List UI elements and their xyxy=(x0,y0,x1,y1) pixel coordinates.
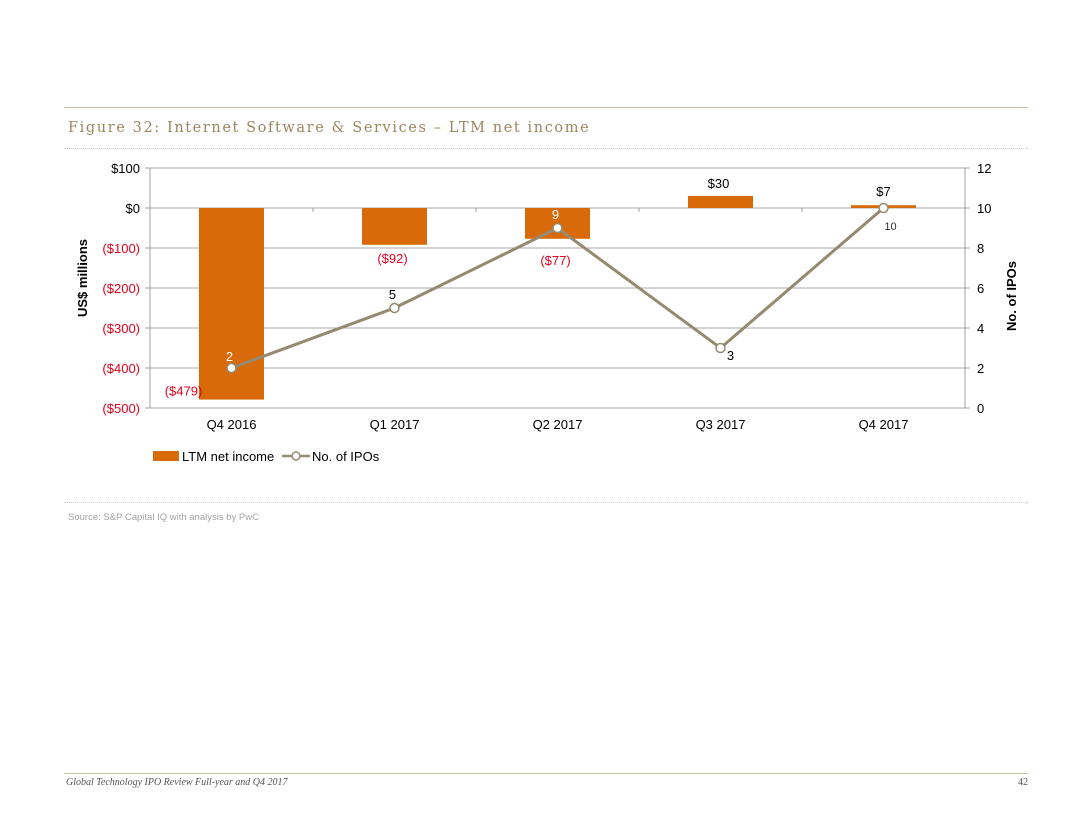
bar-label: ($479) xyxy=(165,384,203,399)
bar-label: ($92) xyxy=(377,251,407,266)
line-label: 10 xyxy=(884,221,896,233)
y2-tick-label: 4 xyxy=(977,321,984,336)
source-divider xyxy=(64,502,1028,503)
y-tick-label: ($100) xyxy=(102,241,140,256)
line-label: 3 xyxy=(727,348,734,363)
page-number: 42 xyxy=(1018,777,1028,788)
gridlines xyxy=(150,167,965,409)
bar-label: ($77) xyxy=(540,253,570,268)
legend-bar-swatch xyxy=(153,451,179,461)
footer-rule xyxy=(64,773,1028,774)
ipo-line xyxy=(226,202,889,374)
x-tick-label: Q4 2016 xyxy=(207,417,257,432)
ipo-point xyxy=(226,362,237,374)
bar-label: $7 xyxy=(876,184,890,199)
y2-tick-label: 12 xyxy=(977,161,991,176)
footer-title: Global Technology IPO Review Full-year a… xyxy=(66,777,288,788)
y2-axis-label: No. of IPOs xyxy=(1004,261,1019,331)
top-rule xyxy=(64,107,1028,108)
y-tick-label: ($200) xyxy=(102,281,140,296)
x-tick-label: Q3 2017 xyxy=(696,417,746,432)
y-tick-label: $100 xyxy=(111,161,140,176)
ipo-point xyxy=(878,202,889,214)
data-labels: ($479) ($92) ($77) $30 $7 2 5 9 3 10 xyxy=(165,176,897,399)
chart: $100 $0 ($100) ($200) ($300) ($400) ($500) 12 10… xyxy=(75,161,1019,464)
figure-title: Figure 32: Internet Software & Services … xyxy=(68,120,591,136)
source-note: Source: S&P Capital IQ with analysis by … xyxy=(68,512,259,523)
y-axis-label: US$ millions xyxy=(75,239,90,317)
y2-tick-label: 6 xyxy=(977,281,984,296)
legend-bar-label: LTM net income xyxy=(182,449,274,464)
line-label: 2 xyxy=(226,349,233,364)
y2-tick-label: 2 xyxy=(977,361,984,376)
ipo-point xyxy=(552,222,563,234)
axes: $100 $0 ($100) ($200) ($300) ($400) ($500) 12 10… xyxy=(102,161,991,432)
y-tick-label: ($400) xyxy=(102,361,140,376)
y-tick-label: ($300) xyxy=(102,321,140,336)
bar-label: $30 xyxy=(708,176,730,191)
x-tick-label: Q2 2017 xyxy=(533,417,583,432)
legend-line-label: No. of IPOs xyxy=(312,449,380,464)
y2-tick-label: 10 xyxy=(977,201,991,216)
bar xyxy=(688,196,753,208)
y-tick-label: ($500) xyxy=(102,401,140,416)
line-label: 5 xyxy=(389,287,396,302)
line-label: 9 xyxy=(552,207,559,222)
x-tick-label: Q4 2017 xyxy=(859,417,909,432)
x-tick-label: Q1 2017 xyxy=(370,417,420,432)
title-divider xyxy=(64,148,1028,149)
legend: LTM net income No. of IPOs xyxy=(153,449,380,464)
y2-tick-label: 0 xyxy=(977,401,984,416)
ipo-point xyxy=(715,342,726,354)
legend-line-marker xyxy=(291,451,301,461)
ipo-point xyxy=(389,302,400,314)
y-tick-label: $0 xyxy=(126,201,140,216)
bar xyxy=(362,208,427,245)
y2-tick-label: 8 xyxy=(977,241,984,256)
